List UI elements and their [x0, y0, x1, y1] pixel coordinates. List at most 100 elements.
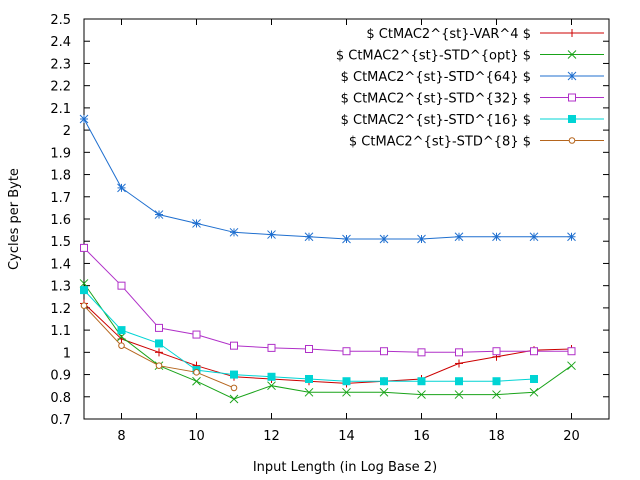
series-3: [79, 114, 576, 244]
data-point: [230, 370, 238, 379]
y-tick-label: 1.1: [50, 324, 71, 339]
y-tick-label: 1.5: [50, 235, 71, 250]
data-point: [417, 348, 426, 357]
data-point: [230, 384, 238, 392]
data-point: [305, 375, 313, 383]
series-line: [83, 247, 572, 353]
data-point: [342, 347, 351, 356]
data-point: [117, 281, 126, 290]
series-2: [79, 279, 576, 404]
data-point: [417, 390, 426, 399]
y-tick-label: 1.7: [50, 191, 71, 206]
data-point: [342, 387, 351, 397]
data-point: [118, 342, 125, 349]
legend-entry: $ CtMAC2^{st}-STD^{16} $: [341, 113, 604, 128]
data-point: [155, 348, 163, 357]
legend-entry: $ CtMAC2^{st}-STD^{8} $: [349, 135, 604, 150]
y-tick-label: 1.4: [50, 257, 71, 272]
legend-label: $ CtMAC2^{st}-STD^{8} $: [349, 135, 531, 150]
series-layer: [79, 114, 576, 404]
data-point: [80, 286, 88, 295]
legend-entry: $ CtMAC2^{st}-VAR^4 $: [366, 27, 604, 42]
data-point: [154, 210, 164, 219]
legend-label: $ CtMAC2^{st}-VAR^4 $: [366, 27, 531, 42]
axis-ticks: 0.7 0.8 0.9 1 1.1 1.2 1.3 1.4 1.5 1.6 1.7 1.8 1.9 2 2.…: [50, 13, 609, 444]
series-line: [83, 303, 572, 384]
data-point: [454, 390, 464, 399]
data-point: [530, 347, 538, 356]
data-point: [267, 343, 276, 352]
y-tick-label: 1.3: [50, 280, 71, 295]
data-point: [229, 394, 239, 404]
data-point: [155, 323, 163, 332]
y-tick-label: 0.9: [50, 369, 71, 384]
y-tick-label: 1.2: [50, 302, 71, 317]
data-point: [192, 376, 201, 386]
y-tick-label: 2.4: [50, 35, 71, 50]
x-tick-label: 8: [117, 429, 125, 444]
data-point: [267, 381, 276, 391]
legend-entry: $ CtMAC2^{st}-STD^{opt} $: [336, 49, 604, 64]
data-point: [417, 377, 426, 386]
data-point: [342, 377, 351, 386]
series-6: [80, 302, 238, 392]
x-tick-label: 20: [563, 429, 580, 444]
data-point: [342, 234, 351, 244]
data-point: [267, 372, 276, 381]
y-tick-label: 2.5: [50, 13, 71, 28]
data-point: [79, 114, 89, 124]
data-point: [530, 375, 538, 383]
data-point: [455, 359, 463, 368]
legend-label: $ CtMAC2^{st}-STD^{16} $: [341, 113, 531, 128]
y-tick-label: 1.9: [50, 146, 71, 161]
legend-marker: [568, 93, 576, 102]
data-point: [567, 361, 576, 371]
data-point: [304, 387, 314, 397]
data-point: [380, 347, 388, 356]
data-point: [417, 234, 426, 244]
legend-label: $ CtMAC2^{st}-STD^{opt} $: [336, 49, 531, 64]
y-axis-title: Cycles per Byte: [7, 168, 22, 270]
data-point: [529, 232, 539, 242]
x-tick-label: 10: [188, 429, 205, 444]
data-point: [455, 377, 463, 386]
data-point: [229, 227, 239, 237]
data-point: [492, 347, 501, 356]
legend-marker: [568, 137, 576, 144]
legend-label: $ CtMAC2^{st}-STD^{32} $: [341, 92, 531, 107]
series-4: [80, 243, 576, 357]
data-point: [230, 341, 238, 350]
y-tick-label: 2: [63, 124, 71, 139]
legend: $ CtMAC2^{st}-VAR^4 $ $ CtMAC2^{st}-STD^{…: [336, 27, 604, 150]
y-tick-label: 2.2: [50, 80, 71, 95]
legend-marker: [567, 71, 577, 81]
data-point: [567, 232, 576, 242]
data-point: [379, 234, 389, 244]
data-point: [155, 362, 163, 369]
legend-entry: $ CtMAC2^{st}-STD^{64} $: [341, 70, 604, 85]
data-point: [117, 326, 126, 335]
data-point: [192, 219, 201, 228]
y-tick-label: 0.8: [50, 391, 71, 406]
y-tick-label: 1.6: [50, 213, 71, 228]
series-line: [83, 118, 572, 240]
legend-marker: [568, 115, 576, 123]
data-point: [304, 232, 314, 242]
series-line: [83, 283, 572, 400]
data-point: [492, 390, 501, 399]
data-point: [380, 377, 388, 386]
data-point: [454, 232, 464, 242]
x-tick-label: 18: [488, 429, 505, 444]
y-tick-label: 2.1: [50, 102, 71, 117]
data-point: [529, 387, 539, 397]
x-tick-label: 16: [413, 429, 430, 444]
x-tick-label: 14: [338, 429, 355, 444]
legend-marker: [567, 50, 577, 59]
y-tick-label: 1.8: [50, 169, 71, 184]
data-point: [567, 347, 576, 356]
data-point: [192, 330, 201, 339]
data-point: [155, 339, 163, 348]
data-point: [455, 348, 463, 357]
x-axis-title: Input Length (in Log Base 2): [253, 460, 437, 475]
